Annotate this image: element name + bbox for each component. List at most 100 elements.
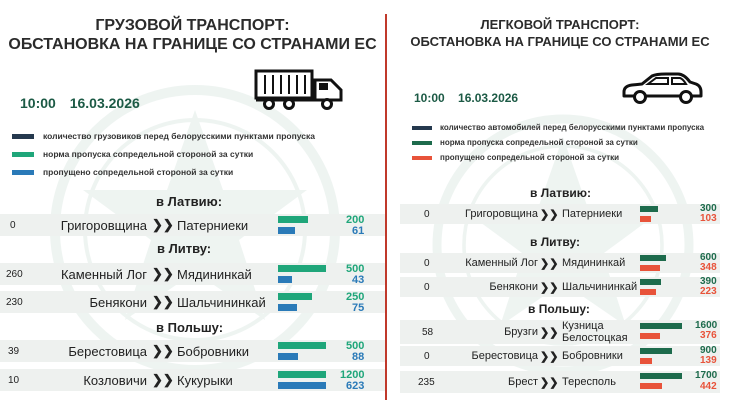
norm-value: 500 (346, 263, 365, 275)
panel-title: ЛЕГКОВОЙ ТРАНСПОРТ: ОБСТАНОВКА НА ГРАНИЦ… (388, 16, 732, 50)
legend-swatch (412, 140, 432, 145)
table-row: 0 Каменный Лог ❯❯ Мядининкай 600 348 (400, 253, 720, 273)
date: 16.03.2026 (458, 91, 519, 105)
passed-bar (640, 216, 651, 222)
legend-item-passed: пропущено сопредельной стороной за сутки (412, 150, 704, 165)
legend-item-norm: норма пропуска сопредельной стороной за … (12, 145, 315, 163)
section-title-poland: в Польшу: (528, 302, 590, 316)
legend-label: количество грузовиков перед белорусскими… (43, 131, 315, 141)
queue-count: 0 (424, 208, 430, 220)
passed-bar (278, 276, 293, 283)
origin-checkpoint: Брест (508, 376, 538, 388)
divider (385, 14, 387, 400)
passed-value: 223 (700, 286, 717, 297)
origin-checkpoint: Берестовица (471, 350, 538, 362)
destination-checkpoint: Шальчининкай (177, 294, 266, 310)
time: 10:00 (414, 91, 445, 105)
legend-swatch (12, 133, 34, 139)
table-row: 260 Каменный Лог ❯❯ Мядининкай 500 43 (0, 263, 385, 286)
chevron-right-icon: ❯❯ (152, 217, 174, 232)
time: 10:00 (20, 95, 56, 111)
norm-bar (640, 373, 682, 379)
table-row: 0 Григоровщина ❯❯ Патерниеки 200 61 (0, 214, 385, 237)
car-icon (622, 72, 703, 104)
chevron-right-icon: ❯❯ (540, 350, 559, 363)
destination-checkpoint: Кузница Белостоцкая (562, 320, 628, 344)
norm-value: 300 (700, 203, 717, 214)
table-row: 230 Бенякони ❯❯ Шальчининкай 250 75 (0, 291, 385, 314)
norm-bar (278, 265, 326, 272)
legend-label: норма пропуска сопредельной стороной за … (43, 149, 254, 159)
queue-count: 39 (8, 345, 20, 357)
queue-count: 230 (6, 296, 23, 308)
norm-value: 200 (346, 214, 365, 226)
queue-count: 10 (8, 374, 20, 386)
origin-checkpoint: Козловичи (83, 372, 147, 388)
destination-checkpoint: Шальчининкай (562, 281, 638, 293)
passed-bar (278, 304, 297, 311)
legend-label: пропущено сопредельной стороной за сутки (43, 167, 234, 177)
passed-value: 623 (346, 380, 365, 392)
chevron-right-icon: ❯❯ (540, 281, 559, 294)
passed-bar (278, 353, 299, 360)
passenger-panel: ЛЕГКОВОЙ ТРАНСПОРТ: ОБСТАНОВКА НА ГРАНИЦ… (388, 0, 732, 400)
freight-panel: ГРУЗОВОЙ ТРАНСПОРТ: ОБСТАНОВКА НА ГРАНИЦ… (0, 16, 385, 392)
queue-count: 0 (10, 219, 16, 231)
passed-bar (278, 227, 295, 234)
title-line-2: ОБСТАНОВКА НА ГРАНИЦЕ СО СТРАНАМИ ЕС (8, 36, 377, 53)
chevron-right-icon: ❯❯ (152, 294, 174, 309)
table-row: 235 Брест ❯❯ Тересполь 1700 442 (400, 371, 720, 393)
passed-bar (640, 358, 653, 364)
passed-value: 442 (700, 381, 717, 392)
destination-checkpoint: Тересполь (562, 376, 616, 388)
legend-swatch (412, 155, 432, 160)
table-row: 58 Брузги ❯❯ Кузница Белостоцкая 1600 37… (400, 320, 720, 344)
origin-checkpoint: Каменный Лог (465, 257, 538, 269)
table-row: 10 Козловичи ❯❯ Кукурыки 1200 623 (0, 369, 385, 392)
title-line-1: ЛЕГКОВОЙ ТРАНСПОРТ: (480, 17, 640, 32)
panel-title: ГРУЗОВОЙ ТРАНСПОРТ: ОБСТАНОВКА НА ГРАНИЦ… (0, 16, 385, 54)
origin-checkpoint: Каменный Лог (60, 266, 147, 282)
datetime: 10:00 16.03.2026 (414, 91, 528, 105)
section-title-lithuania: в Литву: (157, 241, 212, 256)
passed-bar (640, 383, 663, 389)
origin-checkpoint: Бенякони (489, 281, 538, 293)
chevron-right-icon: ❯❯ (152, 343, 174, 358)
passed-value: 103 (700, 213, 717, 224)
norm-bar (278, 342, 326, 349)
queue-count: 0 (424, 257, 430, 269)
origin-checkpoint: Григоровщина (465, 208, 538, 220)
section-title-lithuania: в Литву: (530, 235, 580, 249)
legend: количество автомобилей перед белорусским… (412, 120, 704, 165)
table-row: 0 Берестовица ❯❯ Бобровники 900 139 (400, 346, 720, 366)
passed-bar (640, 333, 661, 339)
origin-checkpoint: Брузги (504, 326, 538, 338)
section-title-latvia: в Латвию: (530, 186, 591, 200)
norm-bar (640, 348, 672, 354)
norm-value: 500 (346, 340, 365, 352)
section-title-latvia: в Латвию: (156, 194, 223, 209)
title-line-2: ОБСТАНОВКА НА ГРАНИЦЕ СО СТРАНАМИ ЕС (410, 34, 710, 49)
legend-item-queue: количество автомобилей перед белорусским… (412, 120, 704, 135)
queue-count: 235 (418, 376, 435, 388)
norm-value: 900 (700, 345, 717, 356)
destination-checkpoint: Бобровники (177, 343, 249, 359)
legend-label: норма пропуска сопредельной стороной за … (440, 138, 638, 147)
norm-bar (640, 279, 661, 285)
legend-label: количество автомобилей перед белорусским… (440, 123, 705, 132)
norm-value: 1600 (695, 320, 718, 331)
passed-bar (640, 265, 660, 271)
queue-count: 0 (424, 350, 430, 362)
date: 16.03.2026 (69, 95, 140, 111)
chevron-right-icon: ❯❯ (540, 326, 559, 339)
table-row: 0 Бенякони ❯❯ Шальчининкай 390 223 (400, 277, 720, 297)
norm-bar (278, 216, 309, 223)
passed-value: 43 (352, 274, 365, 286)
passed-bar (278, 382, 326, 389)
origin-checkpoint: Берестовица (68, 343, 147, 359)
norm-bar (640, 206, 659, 212)
destination-checkpoint: Мядининкай (562, 257, 626, 269)
legend-item-norm: норма пропуска сопредельной стороной за … (412, 135, 704, 150)
legend-swatch (12, 151, 34, 157)
datetime: 10:00 16.03.2026 (20, 95, 150, 111)
